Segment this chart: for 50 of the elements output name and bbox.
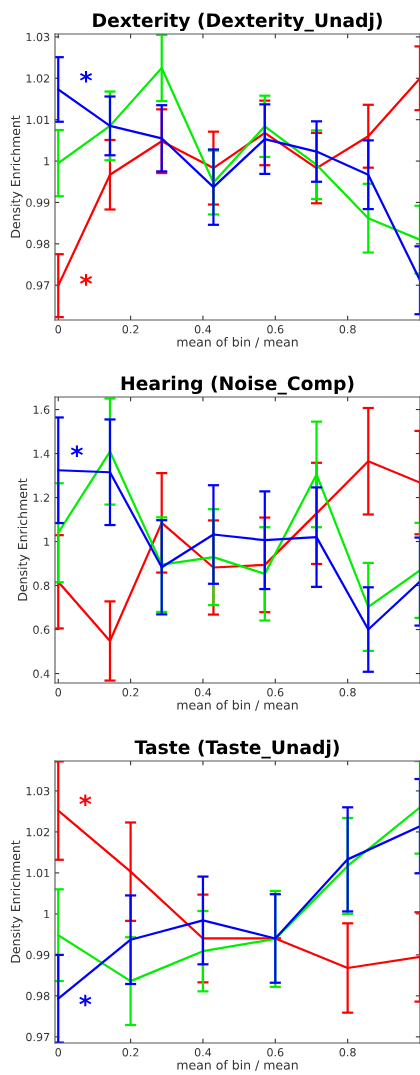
y-tick-label: 0.97: [26, 1032, 50, 1042]
annotation: *: [79, 994, 92, 1007]
y-tick-label: 1.6: [33, 405, 50, 414]
x-axis-title: mean of bin / mean: [177, 1060, 298, 1071]
annotation: *: [70, 445, 83, 458]
x-axis-title: mean of bin / mean: [177, 700, 298, 711]
y-tick-label: 1.02: [26, 827, 50, 837]
x-tick-label: 0.8: [339, 688, 356, 697]
x-tick-label: 0: [55, 1048, 62, 1057]
y-tick-label: 0.8: [33, 581, 50, 590]
x-tick-label: 0: [55, 688, 62, 697]
chart-title: Dexterity (Dexterity_Unadj): [93, 12, 382, 32]
y-tick-label: 0.99: [26, 198, 50, 207]
annotation: *: [79, 794, 92, 807]
y-tick-label: 1: [44, 537, 50, 546]
y-tick-label: 0.4: [33, 669, 50, 678]
annotation: *: [79, 70, 93, 83]
x-tick-label: 0.6: [267, 688, 284, 697]
x-tick-label: 0.2: [122, 688, 139, 697]
y-tick-label: 1: [44, 157, 50, 166]
y-axis-title: Density Enrichment: [10, 115, 23, 238]
y-tick-label: 1.01: [26, 115, 50, 125]
y-tick-label: 1.02: [26, 74, 50, 83]
x-tick-label: 0.6: [267, 1048, 284, 1057]
chart-title: Hearing (Noise_Comp): [121, 375, 354, 395]
y-tick-label: 0.97: [26, 281, 50, 290]
x-axis-title: mean of bin / mean: [177, 337, 298, 348]
y-tick-label: 1.03: [26, 32, 50, 42]
x-tick-label: 0: [55, 325, 62, 334]
x-tick-label: 0.8: [339, 1048, 356, 1057]
x-tick-label: 0.6: [267, 325, 284, 334]
y-tick-label: 1.01: [26, 868, 50, 878]
y-axis-title: Density Enrichment: [17, 478, 30, 601]
x-tick-label: 0.2: [122, 1048, 139, 1057]
y-axis-title: Density Enrichment: [10, 840, 23, 963]
x-tick-label: 0.2: [122, 325, 139, 334]
chart-title: Taste (Taste_Unadj): [134, 739, 339, 759]
y-tick-label: 1.2: [33, 493, 50, 502]
y-tick-label: 0.98: [26, 239, 50, 249]
y-tick-label: 1.03: [26, 786, 50, 796]
x-tick-label: 0.4: [194, 688, 212, 697]
annotation: *: [79, 274, 93, 286]
x-tick-label: 0.4: [194, 325, 212, 334]
x-tick-label: 0.4: [194, 1048, 212, 1057]
x-tick-label: 0.8: [339, 325, 356, 334]
y-tick-label: 0.98: [26, 991, 50, 1001]
y-tick-label: 1: [44, 910, 50, 919]
y-tick-label: 1.4: [33, 449, 50, 458]
y-tick-label: 0.6: [33, 625, 50, 634]
y-tick-label: 0.99: [26, 950, 50, 960]
